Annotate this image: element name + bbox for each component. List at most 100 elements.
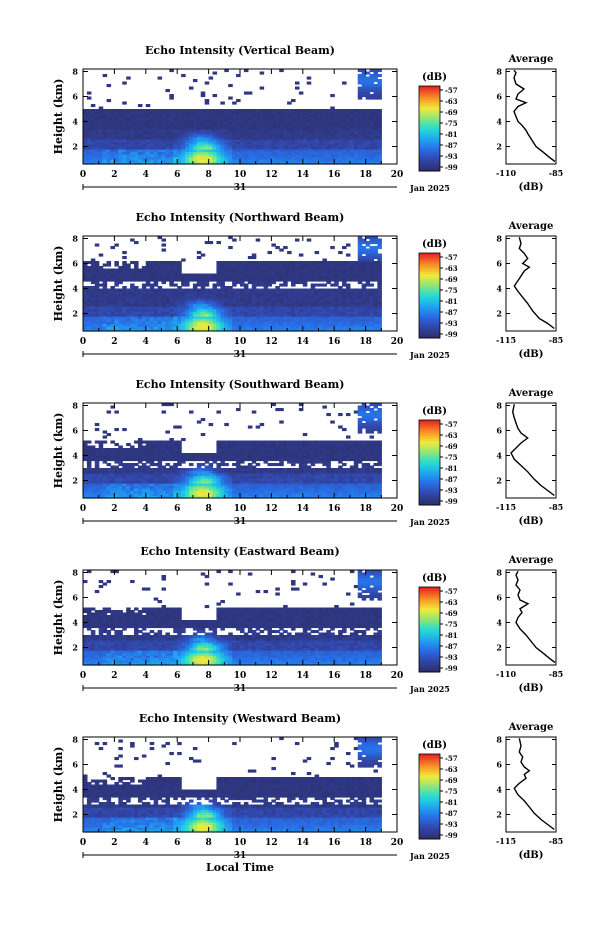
x-tick-label: 16 (328, 838, 341, 848)
colorbar (419, 86, 440, 172)
colorbar-tick-label: -75 (445, 787, 458, 796)
profile-y-tick-label: 8 (496, 401, 502, 411)
profile-y-tick-label: 4 (496, 618, 502, 628)
heatmap (83, 236, 382, 332)
colorbar-tick-label: -81 (445, 130, 458, 139)
x-tick-label: 10 (234, 671, 247, 681)
profile-x-label: (dB) (519, 182, 544, 193)
heatmap (83, 69, 382, 165)
chart-title: Echo Intensity (Westward Beam) (139, 712, 341, 725)
colorbar-frame (418, 419, 441, 506)
x-tick-label: 2 (111, 337, 117, 347)
profile-x-tick-label: -85 (549, 836, 563, 846)
colorbar-tick-label: -75 (445, 620, 458, 629)
colorbar-tick-label: -99 (445, 330, 458, 339)
x-tick-label: 0 (80, 838, 86, 848)
colorbar-tick-label: -87 (445, 642, 458, 651)
profile-x-label: (dB) (519, 516, 544, 527)
x-tick-label: 12 (265, 504, 278, 514)
profile-y-tick-label: 2 (496, 476, 502, 486)
colorbar-tick-label: -93 (445, 152, 458, 161)
x-tick-label: 8 (205, 504, 211, 514)
y-tick-label: 6 (72, 426, 78, 436)
chart-title: Echo Intensity (Southward Beam) (136, 378, 345, 391)
x-tick-label: 8 (205, 671, 211, 681)
x-tick-label: 10 (234, 337, 247, 347)
profile-y-tick-label: 8 (496, 234, 502, 244)
profile-title: Average (508, 722, 554, 733)
colorbar-tick-label: -69 (445, 776, 458, 785)
profile-title: Average (508, 221, 554, 232)
x-tick-label: 20 (391, 838, 404, 848)
colorbar-tick-label: -99 (445, 163, 458, 172)
colorbar-tick-label: -81 (445, 798, 458, 807)
colorbar-tick-label: -69 (445, 609, 458, 618)
x-tick-label: 2 (111, 838, 117, 848)
x-tick-label: 8 (205, 337, 211, 347)
x-tick-label: 20 (391, 671, 404, 681)
x-tick-label: 16 (328, 504, 341, 514)
y-tick-label: 2 (72, 643, 78, 653)
profile-frame (505, 569, 557, 666)
x-tick-label: 12 (265, 671, 278, 681)
profile-line (513, 738, 555, 831)
profile-line (515, 570, 556, 664)
colorbar-tick-label: -63 (445, 431, 458, 440)
x-tick-label: 10 (234, 504, 247, 514)
profile-y-tick-label: 8 (496, 735, 502, 745)
colorbar-tick-label: -69 (445, 275, 458, 284)
colorbar (419, 253, 440, 339)
colorbar (419, 587, 440, 673)
x-tick-label: 20 (391, 170, 404, 180)
y-tick-label: 4 (72, 785, 78, 795)
panel-1: Echo Intensity (Northward Beam) 2 4 6 8 Heigh… (52, 211, 563, 360)
colorbar-tick-label: -69 (445, 442, 458, 451)
x-tick-label: 18 (359, 671, 372, 681)
colorbar-unit: (dB) (422, 573, 447, 584)
profile-y-tick-label: 4 (496, 451, 502, 461)
profile-y-tick-label: 2 (496, 810, 502, 820)
profile-frame (505, 402, 557, 499)
colorbar-tick-label: -75 (445, 453, 458, 462)
profile-title: Average (508, 54, 554, 65)
colorbar-tick-label: -81 (445, 464, 458, 473)
heatmap (83, 570, 382, 666)
date-label: Jan 2025 (409, 684, 450, 694)
x-tick-label: 6 (174, 170, 180, 180)
colorbar-tick-label: -63 (445, 765, 458, 774)
x-tick-label: 8 (205, 838, 211, 848)
colorbar-tick-label: -57 (445, 86, 458, 95)
x-tick-label: 2 (111, 504, 117, 514)
panel-0: Echo Intensity (Vertical Beam) 2 4 6 8 Height… (52, 44, 563, 193)
y-axis-label: Height (km) (52, 747, 65, 823)
chart-title: Echo Intensity (Eastward Beam) (140, 545, 339, 558)
x-tick-label: 8 (205, 170, 211, 180)
heatmap (83, 403, 382, 499)
colorbar-tick-label: -99 (445, 831, 458, 840)
colorbar-tick-label: -93 (445, 486, 458, 495)
y-axis-label: Height (km) (52, 580, 65, 656)
y-tick-label: 6 (72, 760, 78, 770)
colorbar-tick-label: -81 (445, 297, 458, 306)
x-tick-label: 0 (80, 504, 86, 514)
date-label: Jan 2025 (409, 517, 450, 527)
y-tick-label: 4 (72, 618, 78, 628)
profile-y-tick-label: 8 (496, 568, 502, 578)
y-tick-label: 4 (72, 284, 78, 294)
x-tick-label: 20 (391, 337, 404, 347)
profile-x-tick-label: -115 (496, 836, 516, 846)
y-tick-label: 2 (72, 309, 78, 319)
profile-frame (505, 736, 557, 833)
y-tick-label: 6 (72, 92, 78, 102)
colorbar-tick-label: -57 (445, 754, 458, 763)
colorbar-tick-label: -63 (445, 264, 458, 273)
y-tick-label: 6 (72, 593, 78, 603)
colorbar-frame (418, 85, 441, 172)
x-tick-label: 18 (359, 337, 372, 347)
y-axis-label: Height (km) (52, 79, 65, 155)
profile-y-tick-label: 6 (496, 259, 502, 269)
x-tick-label: 6 (174, 337, 180, 347)
colorbar-tick-label: -99 (445, 497, 458, 506)
x-tick-label: 14 (297, 504, 310, 514)
